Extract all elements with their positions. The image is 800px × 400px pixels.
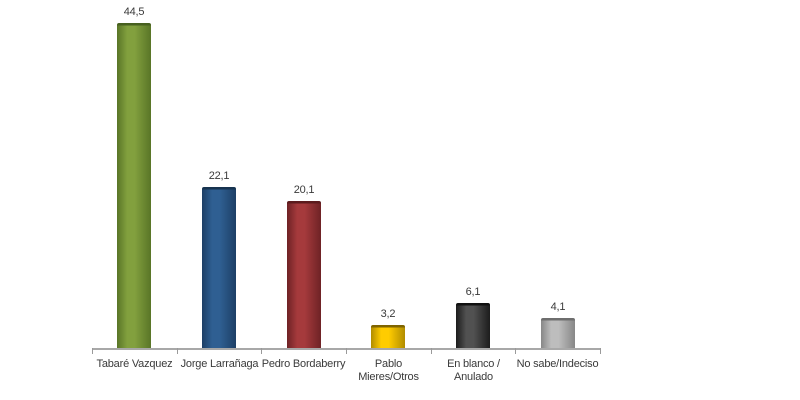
bar-value-label: 22,1: [208, 170, 230, 182]
category-label: Pablo Mieres/Otros: [358, 358, 419, 383]
bar-value-label: 3,2: [380, 308, 396, 320]
bar-gold-yellow: [371, 325, 405, 348]
bar-dark-red: [287, 201, 321, 348]
axis-tick: [92, 348, 93, 354]
axis-tick: [515, 348, 516, 354]
axis-tick: [346, 348, 347, 354]
bar-light-gray: [541, 318, 575, 348]
category-label: En blanco / Anulado: [447, 358, 500, 383]
bar-value-label: 44,5: [123, 6, 145, 18]
category-label: Tabaré Vazquez: [96, 358, 173, 370]
axis-tick: [261, 348, 262, 354]
axis-tick: [600, 348, 601, 354]
bar-steel-blue: [202, 187, 236, 348]
category-label: No sabe/Indeciso: [516, 358, 599, 370]
axis-tick: [431, 348, 432, 354]
axis-tick: [177, 348, 178, 354]
bar-value-label: 20,1: [293, 184, 315, 196]
bar-dark-gray: [456, 303, 490, 348]
category-label: Pedro Bordaberry: [261, 358, 346, 370]
bar-value-label: 6,1: [465, 286, 481, 298]
bar-value-label: 4,1: [550, 301, 566, 313]
category-label: Jorge Larrañaga: [180, 358, 259, 370]
bar-olive-green: [117, 23, 151, 348]
